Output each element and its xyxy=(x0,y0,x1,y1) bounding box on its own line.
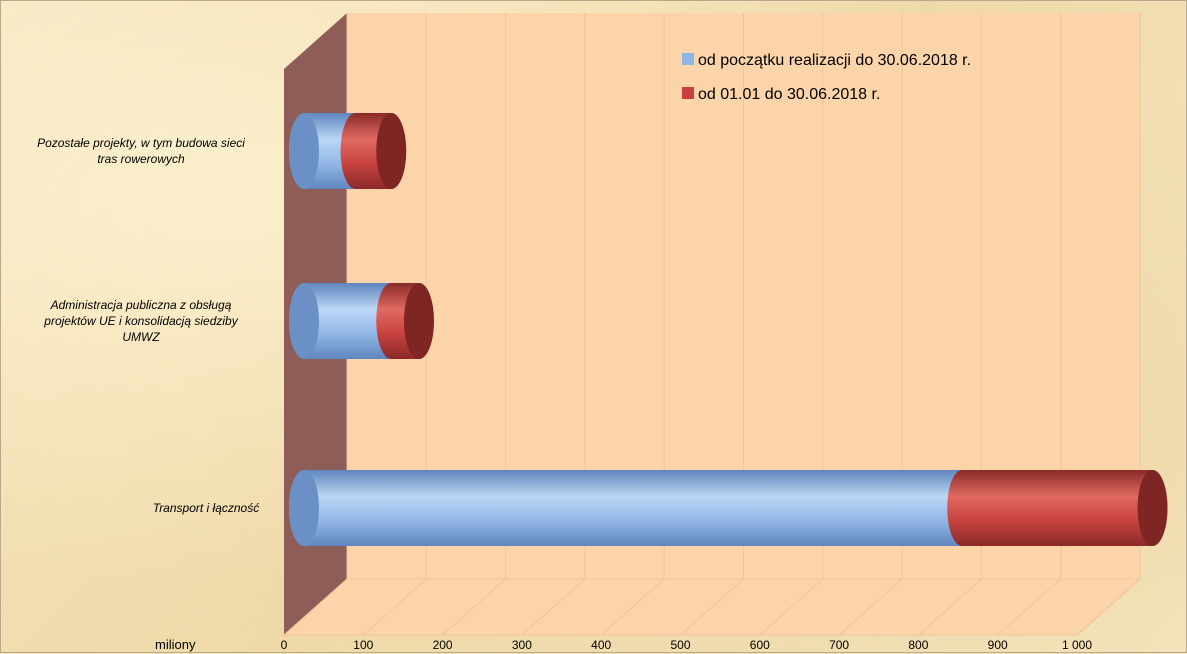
category-label: Pozostałe projekty, w tym budowa sieci tr… xyxy=(37,136,245,166)
x-tick-label: 600 xyxy=(750,638,770,652)
x-tick-label: 300 xyxy=(512,638,532,652)
bar-start-cap xyxy=(289,113,319,189)
bar-start-cap xyxy=(289,470,319,546)
legend: od początku realizacji do 30.06.2018 r. … xyxy=(682,52,971,103)
x-tick-label: 1 000 xyxy=(1062,638,1092,652)
x-tick-label: 200 xyxy=(433,638,453,652)
gridline-floor xyxy=(838,578,903,636)
bar-end-cap xyxy=(403,283,434,359)
gridline-floor xyxy=(680,578,744,636)
category-label: Transport i łączność xyxy=(153,501,259,515)
x-tick-label: 500 xyxy=(670,638,690,652)
bar-segment xyxy=(289,283,407,359)
gridline-floor xyxy=(997,578,1062,636)
legend-label-cumulative: od początku realizacji do 30.06.2018 r. xyxy=(698,52,971,69)
x-tick-label: 900 xyxy=(988,638,1008,652)
category-label-line: tras rowerowych xyxy=(97,152,185,166)
gridline-floor xyxy=(918,578,982,636)
legend-label-period: od 01.01 do 30.06.2018 r. xyxy=(698,86,880,103)
legend-swatch-cumulative xyxy=(682,53,694,65)
category-label-line: UMWZ xyxy=(122,330,160,344)
bar-segment xyxy=(289,470,978,546)
gridline-floor xyxy=(521,578,586,636)
x-axis-ticks: 0 100 200 300 400 500 600 700 800 900 1 000 xyxy=(281,638,1093,652)
bar-segment xyxy=(947,470,1168,546)
gridline-floor xyxy=(362,578,427,636)
category-label-line: Transport i łączność xyxy=(153,501,259,515)
x-axis-unit-label: miliony xyxy=(155,637,196,652)
category-label: Administracja publiczna z obsługą projekt… xyxy=(43,298,238,344)
bar-start-cap xyxy=(289,283,319,359)
category-label-line: Administracja publiczna z obsługą xyxy=(50,298,232,312)
legend-swatch-period xyxy=(682,87,694,99)
x-tick-label: 0 xyxy=(281,638,288,652)
category-label-line: Pozostałe projekty, w tym budowa sieci xyxy=(37,136,245,150)
gridline-floor xyxy=(283,578,348,636)
gridline-floor xyxy=(442,578,506,636)
bar-end-cap xyxy=(1137,470,1168,546)
gridline-floor xyxy=(600,578,665,636)
bars xyxy=(289,113,1168,546)
x-tick-label: 400 xyxy=(591,638,611,652)
x-tick-label: 100 xyxy=(353,638,373,652)
x-tick-label: 800 xyxy=(908,638,928,652)
x-tick-label: 700 xyxy=(829,638,849,652)
gridline-floor xyxy=(759,578,824,636)
bar-end-cap xyxy=(376,113,407,189)
category-label-line: projektów UE i konsolidacją siedziby xyxy=(43,314,238,328)
gridline-floor xyxy=(1076,578,1141,636)
category-labels: Pozostałe projekty, w tym budowa sieci tr… xyxy=(37,136,259,515)
